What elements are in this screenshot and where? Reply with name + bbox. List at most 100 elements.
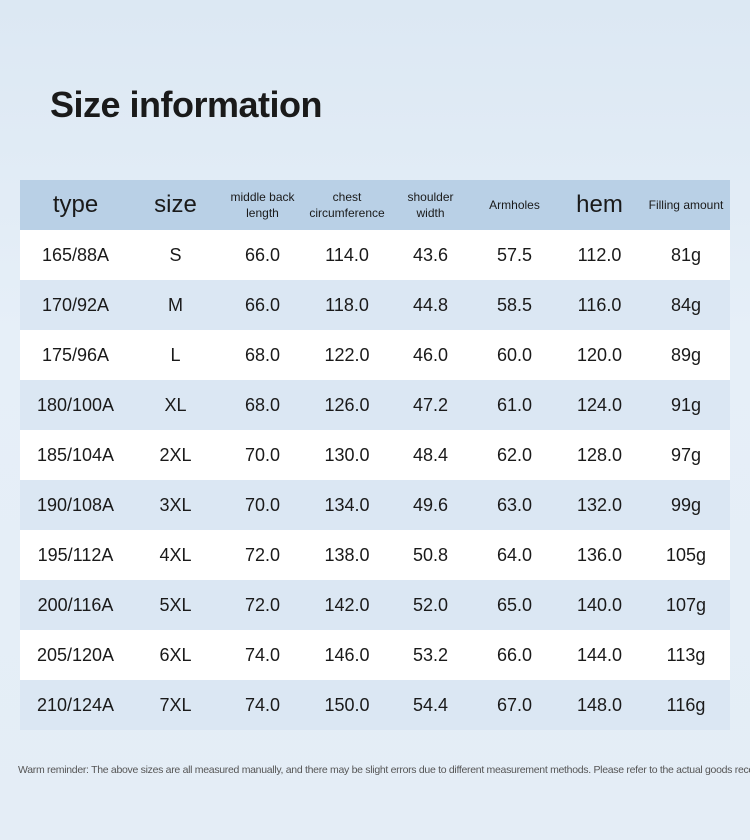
header-row: type size middle back length chest circumfe… [20, 180, 730, 230]
table-cell: 2XL [159, 444, 192, 465]
table-cell: 47.2 [412, 394, 449, 415]
header-cell: type [52, 191, 99, 218]
table-cell: 66.0 [244, 244, 281, 265]
table-row: 180/100A XL 68.0 126.0 47.2 61.0 124.0 91g [20, 380, 730, 430]
table-cell: 67.0 [496, 694, 533, 715]
table-cell: 150.0 [324, 694, 370, 715]
table-cell: 48.4 [412, 444, 449, 465]
table-cell: 70.0 [244, 494, 281, 515]
table-cell: 126.0 [324, 394, 370, 415]
table-cell: 6XL [159, 644, 192, 665]
table-cell: 97g [670, 444, 702, 465]
size-table: type size middle back length chest circumfe… [20, 180, 730, 730]
header-cell: middle back length [230, 190, 295, 220]
table-cell: 113g [666, 644, 706, 665]
table-cell: 64.0 [496, 544, 533, 565]
header-cell: Armholes [489, 198, 540, 212]
table-cell: 190/108A [36, 494, 115, 515]
table-cell: 122.0 [324, 344, 370, 365]
table-cell: 91g [670, 394, 702, 415]
table-cell: 52.0 [412, 594, 449, 615]
table-cell: XL [164, 394, 187, 415]
table-cell: 68.0 [244, 344, 281, 365]
table-row: 205/120A 6XL 74.0 146.0 53.2 66.0 144.0 113g [20, 630, 730, 680]
table-cell: 3XL [159, 494, 192, 515]
table-cell: 112.0 [577, 244, 622, 265]
table-cell: 132.0 [576, 494, 623, 515]
table-body: 165/88A S 66.0 114.0 43.6 57.5 112.0 81g 170/92A… [20, 230, 730, 730]
table-cell: S [169, 244, 182, 265]
table-cell: 66.0 [496, 644, 533, 665]
table-cell: 136.0 [576, 544, 623, 565]
table-cell: 84g [670, 294, 702, 315]
table-cell: 146.0 [324, 644, 370, 665]
table-row: 165/88A S 66.0 114.0 43.6 57.5 112.0 81g [20, 230, 730, 280]
table-cell: 134.0 [324, 494, 370, 515]
table-cell: 74.0 [244, 694, 281, 715]
table-cell: 170/92A [41, 294, 110, 315]
table-row: 195/112A 4XL 72.0 138.0 50.8 64.0 136.0 105g [20, 530, 730, 580]
table-cell: 142.0 [324, 594, 370, 615]
table-cell: 89g [670, 344, 702, 365]
table-cell: 107g [665, 594, 707, 615]
table-cell: 120.0 [576, 344, 623, 365]
table-cell: 63.0 [496, 494, 533, 515]
table-cell: 43.6 [412, 244, 449, 265]
table-cell: 114.0 [325, 244, 369, 265]
table-cell: 124.0 [576, 394, 623, 415]
table-cell: 49.6 [412, 494, 449, 515]
table-cell: 57.5 [496, 244, 533, 265]
table-cell: 144.0 [576, 644, 623, 665]
table-cell: 4XL [159, 544, 192, 565]
table-cell: 7XL [159, 694, 192, 715]
header-cell: size [154, 191, 197, 218]
title: Size information [50, 84, 323, 125]
table-cell: M [168, 294, 183, 315]
header-cell: hem [576, 191, 623, 218]
table-cell: 205/120A [36, 644, 115, 665]
table-cell: 46.0 [412, 344, 449, 365]
table-row: 200/116A 5XL 72.0 142.0 52.0 65.0 140.0 107g [20, 580, 730, 630]
table-cell: 70.0 [244, 444, 281, 465]
table-cell: 148.0 [576, 694, 623, 715]
table-cell: 66.0 [244, 294, 281, 315]
table-cell: 105g [665, 544, 707, 565]
table-cell: 175/96A [41, 344, 110, 365]
table-cell: 180/100A [36, 394, 115, 415]
table-cell: 210/124A [36, 694, 115, 715]
table-cell: 138.0 [324, 544, 370, 565]
table-row: 190/108A 3XL 70.0 134.0 49.6 63.0 132.0 99g [20, 480, 730, 530]
table-cell: 60.0 [496, 344, 533, 365]
table-cell: 61.0 [496, 394, 533, 415]
table-cell: 128.0 [576, 444, 623, 465]
table-cell: 65.0 [496, 594, 533, 615]
table-cell: 62.0 [496, 444, 533, 465]
table-cell: 195/112A [37, 544, 114, 565]
table-cell: 58.5 [496, 294, 533, 315]
table-cell: L [170, 344, 181, 365]
table-cell: 200/116A [37, 594, 114, 615]
table-cell: 118.0 [325, 294, 369, 315]
table-row: 185/104A 2XL 70.0 130.0 48.4 62.0 128.0 97g [20, 430, 730, 480]
table-cell: 72.0 [244, 594, 281, 615]
table-cell: 130.0 [324, 444, 370, 465]
table-cell: 116.0 [577, 294, 622, 315]
note: Warm reminder: The above sizes are all m… [18, 764, 750, 776]
table-cell: 54.4 [412, 694, 449, 715]
table-row: 210/124A 7XL 74.0 150.0 54.4 67.0 148.0 116g [20, 680, 730, 730]
table-cell: 50.8 [412, 544, 449, 565]
table-cell: 116g [666, 694, 706, 715]
header-cell: chest circumference [309, 190, 385, 220]
table-cell: 99g [670, 494, 702, 515]
table-cell: 140.0 [576, 594, 623, 615]
header-cell: Filling amount [648, 198, 724, 212]
table-cell: 185/104A [36, 444, 115, 465]
table-cell: 81g [670, 244, 702, 265]
table-cell: 44.8 [412, 294, 449, 315]
table-cell: 72.0 [244, 544, 281, 565]
table-cell: 165/88A [41, 244, 110, 265]
table-cell: 5XL [159, 594, 192, 615]
table-row: 175/96A L 68.0 122.0 46.0 60.0 120.0 89g [20, 330, 730, 380]
table-cell: 68.0 [244, 394, 281, 415]
